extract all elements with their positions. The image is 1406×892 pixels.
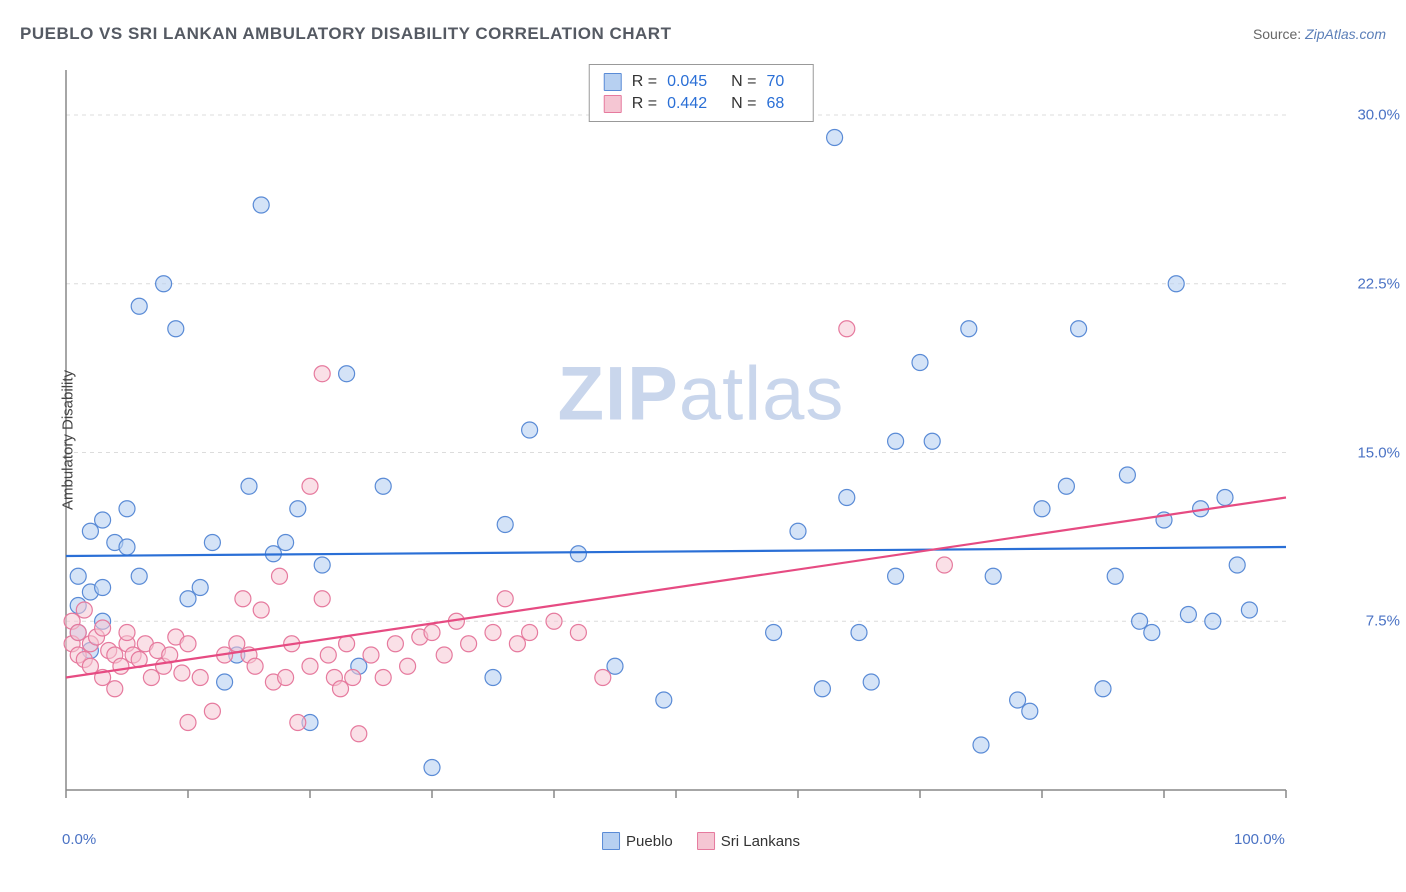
- y-tick-label: 15.0%: [1357, 444, 1400, 461]
- source-label: Source:: [1253, 26, 1305, 42]
- legend-swatch: [604, 73, 622, 91]
- r-value: 0.442: [667, 95, 707, 113]
- stats-legend-row: R = 0.442 N = 68: [604, 93, 799, 115]
- chart-area: Ambulatory Disability ZIPatlas R = 0.045…: [56, 60, 1346, 820]
- source-link[interactable]: ZipAtlas.com: [1305, 26, 1386, 42]
- legend-swatch: [697, 832, 715, 850]
- r-value: 0.045: [667, 73, 707, 91]
- n-value: 68: [766, 95, 784, 113]
- legend-item: Pueblo: [602, 832, 673, 850]
- legend-label: Pueblo: [626, 833, 673, 850]
- r-label: R =: [632, 95, 657, 113]
- y-tick-label: 22.5%: [1357, 275, 1400, 292]
- n-label: N =: [731, 95, 756, 113]
- source-attribution: Source: ZipAtlas.com: [1253, 26, 1386, 42]
- x-tick-label: 100.0%: [1234, 831, 1285, 848]
- legend-label: Sri Lankans: [721, 833, 800, 850]
- chart-header: PUEBLO VS SRI LANKAN AMBULATORY DISABILI…: [20, 24, 1386, 44]
- chart-title: PUEBLO VS SRI LANKAN AMBULATORY DISABILI…: [20, 24, 671, 44]
- stats-legend: R = 0.045 N = 70 R = 0.442 N = 68: [589, 64, 814, 122]
- legend-swatch: [604, 95, 622, 113]
- y-axis-label: Ambulatory Disability: [60, 370, 77, 510]
- scatter-plot-svg: [56, 60, 1346, 820]
- n-label: N =: [731, 73, 756, 91]
- legend-swatch: [602, 832, 620, 850]
- r-label: R =: [632, 73, 657, 91]
- y-tick-label: 30.0%: [1357, 107, 1400, 124]
- y-tick-label: 7.5%: [1366, 613, 1400, 630]
- n-value: 70: [766, 73, 784, 91]
- x-tick-label: 0.0%: [62, 831, 96, 848]
- legend-item: Sri Lankans: [697, 832, 800, 850]
- stats-legend-row: R = 0.045 N = 70: [604, 71, 799, 93]
- series-legend: Pueblo Sri Lankans: [602, 832, 800, 850]
